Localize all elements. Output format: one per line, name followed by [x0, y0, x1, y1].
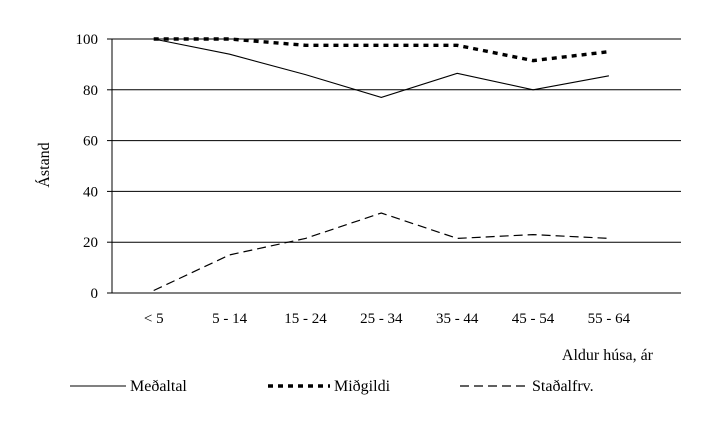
x-tick-label: < 5: [144, 311, 164, 327]
legend-label-1: Meðaltal: [130, 378, 187, 395]
y-tick-label: 40: [83, 184, 98, 200]
y-tick-label: 80: [83, 83, 98, 99]
series-line-1: [153, 38, 609, 98]
legend: Meðaltal Miðgildi Staðalfrv.: [70, 378, 594, 395]
y-tick-label: 20: [83, 235, 98, 251]
y-axis-label: Ástand: [34, 142, 53, 187]
series-lines: [153, 37, 610, 292]
x-tick-labels: < 5 5 - 14 15 - 24 25 - 34 35 - 44 45 - 54 55 …: [144, 311, 631, 327]
y-tick-labels: 0 20 40 60 80 100: [76, 32, 112, 302]
x-tick-label: 5 - 14: [212, 311, 247, 327]
x-tick-label: 35 - 44: [436, 311, 479, 327]
series-line-2: [153, 37, 610, 63]
y-tick-label: 100: [76, 32, 99, 48]
axes: [111, 39, 681, 294]
legend-label-2: Miðgildi: [334, 378, 391, 395]
y-tick-label: 0: [91, 286, 99, 302]
x-tick-label: 45 - 54: [512, 311, 555, 327]
series-line-3: [153, 212, 609, 292]
x-axis-label: Aldur húsa, ár: [562, 347, 654, 364]
gridlines: [112, 38, 681, 243]
x-tick-label: 25 - 34: [360, 311, 403, 327]
x-tick-label: 15 - 24: [284, 311, 327, 327]
x-tick-label: 55 - 64: [588, 311, 631, 327]
legend-label-3: Staðalfrv.: [532, 378, 594, 395]
y-tick-label: 60: [83, 134, 98, 150]
